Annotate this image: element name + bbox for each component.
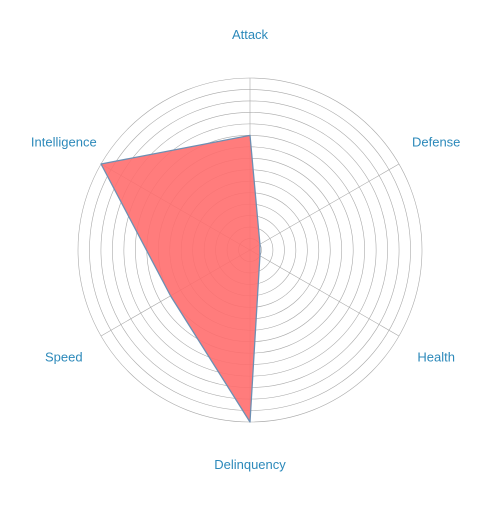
axis-label-attack: Attack [232,27,269,42]
series-polygon [100,134,261,423]
axis-label-delinquency: Delinquency [214,457,286,472]
axis-label-speed: Speed [45,350,83,365]
grid-spoke [249,249,400,337]
radar-series-layer [100,134,261,423]
grid-spoke [249,163,400,251]
axis-label-health: Health [417,350,455,365]
axis-label-defense: Defense [412,135,460,150]
axis-label-intelligence: Intelligence [31,135,97,150]
radar-axis-labels: Attack Defense Health Delinquency Speed Intel… [31,27,461,472]
